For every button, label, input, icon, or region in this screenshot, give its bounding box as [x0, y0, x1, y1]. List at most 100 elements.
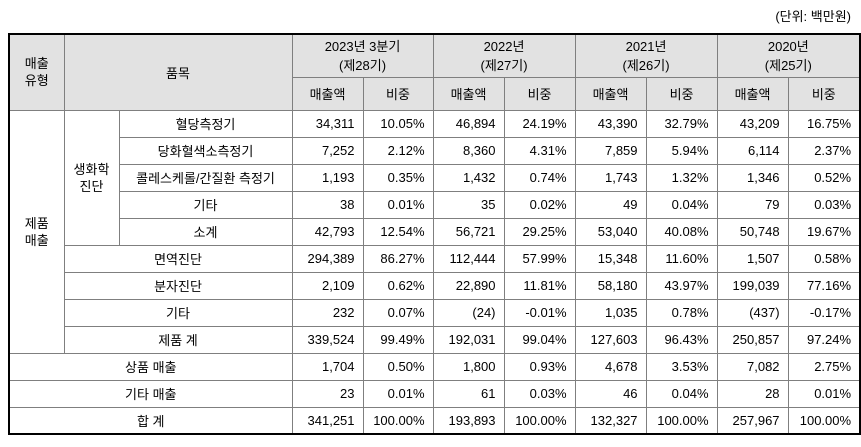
- column-header-share: 비중: [362, 76, 434, 111]
- cell-amount: 294,389: [291, 244, 364, 273]
- cell-amount: 79: [716, 190, 789, 219]
- cell-share: 0.01%: [787, 379, 861, 408]
- biochem-line1: 생화학: [73, 161, 110, 177]
- table-row: 합 계 341,251 100.00% 193,893 100.00% 132,…: [8, 406, 861, 435]
- column-header-sales-type: 매출 유형: [8, 33, 65, 111]
- cell-share: 0.50%: [362, 352, 434, 381]
- table-row: 상품 매출 1,704 0.50% 1,800 0.93% 4,678 3.53…: [8, 352, 861, 381]
- cell-amount: 38: [291, 190, 364, 219]
- cell-amount: 4,678: [574, 352, 647, 381]
- cell-share: 32.79%: [645, 109, 718, 138]
- cell-amount: 1,035: [574, 298, 647, 327]
- cell-amount: 58,180: [574, 271, 647, 300]
- column-header-period-2020: 2020년 (제25기): [716, 33, 861, 78]
- cell-share: 2.75%: [787, 352, 861, 381]
- cell-share: 100.00%: [787, 406, 861, 435]
- row-label: 기타: [63, 298, 293, 327]
- row-label: 콜레스케롤/간질환 측정기: [118, 163, 293, 192]
- cell-share: 0.74%: [503, 163, 576, 192]
- period-title: 2022년: [483, 38, 525, 54]
- cell-share: 11.81%: [503, 271, 576, 300]
- cell-amount: 53,040: [574, 217, 647, 246]
- cell-amount: 8,360: [432, 136, 505, 165]
- table-row: 기타 38 0.01% 35 0.02% 49 0.04% 79 0.03%: [9, 190, 861, 219]
- cell-share: 0.04%: [645, 379, 718, 408]
- cell-amount: 6,114: [716, 136, 789, 165]
- cell-share: 0.03%: [787, 190, 861, 219]
- column-header-share: 비중: [645, 76, 718, 111]
- cell-share: 0.04%: [645, 190, 718, 219]
- cell-share: 0.62%: [362, 271, 434, 300]
- cell-share: 29.25%: [503, 217, 576, 246]
- period-title: 2020년: [767, 38, 809, 54]
- cell-share: 19.67%: [787, 217, 861, 246]
- cell-amount: 339,524: [291, 325, 364, 354]
- unit-label: (단위: 백만원): [775, 9, 851, 24]
- cell-share: -0.01%: [503, 298, 576, 327]
- table-row: 제품 계 339,524 99.49% 192,031 99.04% 127,6…: [9, 325, 861, 354]
- sales-breakdown-table: 매출 유형 품목 2023년 3분기 (제28기) 2022년 (제27기) 2…: [8, 33, 861, 435]
- cell-amount: 2,109: [291, 271, 364, 300]
- table-row: 기타 매출 23 0.01% 61 0.03% 46 0.04% 28 0.01…: [8, 379, 861, 408]
- row-label: 상품 매출: [8, 352, 293, 381]
- cell-amount: 250,857: [716, 325, 789, 354]
- cell-amount: 1,346: [716, 163, 789, 192]
- cell-share: 86.27%: [362, 244, 434, 273]
- column-header-share: 비중: [503, 76, 576, 111]
- period-subtitle: (제26기): [622, 57, 670, 73]
- cell-share: 4.31%: [503, 136, 576, 165]
- row-group-product-sales: 제품 매출: [8, 109, 65, 354]
- column-header-item: 품목: [63, 33, 293, 111]
- cell-amount: 193,893: [432, 406, 505, 435]
- column-header-period-2022: 2022년 (제27기): [432, 33, 576, 78]
- cell-share: 77.16%: [787, 271, 861, 300]
- row-label: 면역진단: [63, 244, 293, 273]
- row-label: 분자진단: [63, 271, 293, 300]
- cell-amount: 28: [716, 379, 789, 408]
- cell-amount: (24): [432, 298, 505, 327]
- column-header-amount: 매출액: [716, 76, 789, 111]
- cell-share: 16.75%: [787, 109, 861, 138]
- cell-amount: 56,721: [432, 217, 505, 246]
- cell-share: 5.94%: [645, 136, 718, 165]
- cell-share: 0.78%: [645, 298, 718, 327]
- cell-share: 3.53%: [645, 352, 718, 381]
- row-label: 합 계: [8, 406, 293, 435]
- cell-share: 96.43%: [645, 325, 718, 354]
- cell-amount: 132,327: [574, 406, 647, 435]
- cell-share: 0.01%: [362, 190, 434, 219]
- table-row: 소계 42,793 12.54% 56,721 29.25% 53,040 40…: [9, 217, 861, 246]
- column-header-amount: 매출액: [574, 76, 647, 111]
- cell-amount: 1,704: [291, 352, 364, 381]
- cell-share: 24.19%: [503, 109, 576, 138]
- cell-share: 10.05%: [362, 109, 434, 138]
- cell-share: 0.93%: [503, 352, 576, 381]
- cell-amount: 22,890: [432, 271, 505, 300]
- cell-amount: 61: [432, 379, 505, 408]
- cell-amount: 1,193: [291, 163, 364, 192]
- table-row: 제품 매출 생화학 진단 혈당측정기 34,311 10.05% 46,894 …: [8, 109, 861, 354]
- biochem-line2: 진단: [79, 178, 104, 194]
- cell-amount: 15,348: [574, 244, 647, 273]
- row-group-biochemical-diagnosis: 생화학 진단: [63, 109, 120, 246]
- product-sales-line1: 제품: [24, 215, 49, 231]
- cell-amount: 192,031: [432, 325, 505, 354]
- table-row: 면역진단 294,389 86.27% 112,444 57.99% 15,34…: [9, 244, 861, 273]
- cell-share: 43.97%: [645, 271, 718, 300]
- period-subtitle: (제27기): [480, 57, 528, 73]
- cell-share: 100.00%: [362, 406, 434, 435]
- cell-share: 99.49%: [362, 325, 434, 354]
- cell-amount: 112,444: [432, 244, 505, 273]
- cell-share: 0.01%: [362, 379, 434, 408]
- cell-share: 12.54%: [362, 217, 434, 246]
- header-row-periods: 매출 유형 품목 2023년 3분기 (제28기) 2022년 (제27기) 2…: [8, 33, 861, 111]
- cell-amount: 43,209: [716, 109, 789, 138]
- cell-amount: 35: [432, 190, 505, 219]
- row-label: 기타: [118, 190, 293, 219]
- cell-amount: 50,748: [716, 217, 789, 246]
- cell-amount: 1,432: [432, 163, 505, 192]
- cell-share: 2.12%: [362, 136, 434, 165]
- table-row: 콜레스케롤/간질환 측정기 1,193 0.35% 1,432 0.74% 1,…: [9, 163, 861, 192]
- cell-amount: 7,859: [574, 136, 647, 165]
- cell-share: -0.17%: [787, 298, 861, 327]
